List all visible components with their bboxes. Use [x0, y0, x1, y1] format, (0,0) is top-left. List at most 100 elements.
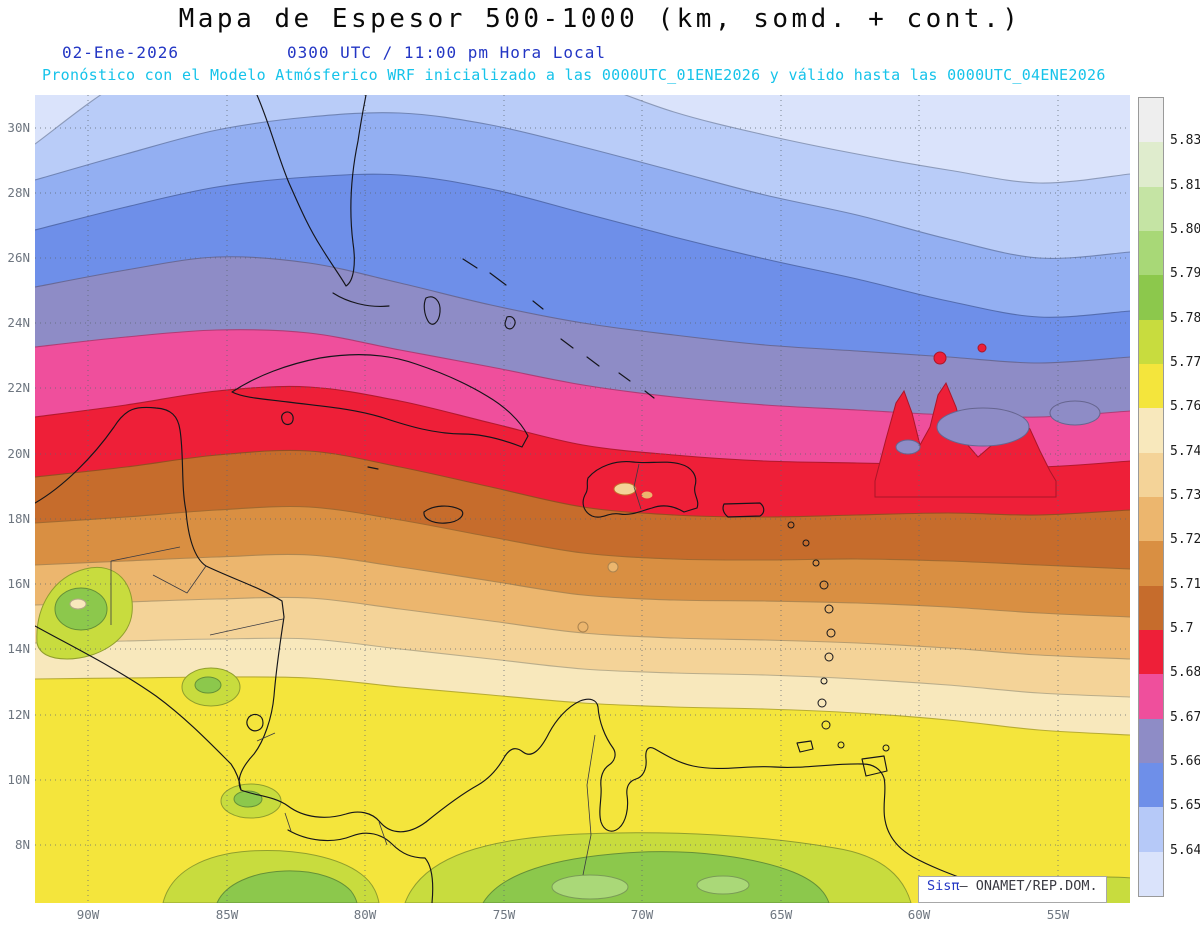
coastline — [586, 356, 600, 367]
contour-overlay — [577, 621, 589, 633]
coastline — [423, 296, 441, 325]
contour-line — [34, 449, 1131, 518]
y-tick-label: 24N — [7, 315, 30, 330]
y-tick-label: 10N — [7, 772, 30, 787]
y-tick-label: 26N — [7, 250, 30, 265]
coastline — [560, 338, 574, 349]
contour-overlay — [696, 875, 750, 895]
colorbar-swatch — [1139, 718, 1163, 763]
border-line — [256, 732, 276, 742]
x-tick-label: 90W — [76, 907, 100, 922]
contour-overlay — [194, 676, 222, 694]
colorbar-label: 5.819 — [1170, 177, 1200, 193]
contour-line — [34, 505, 1131, 570]
y-tick-label: 14N — [7, 641, 30, 656]
border-line — [582, 734, 596, 876]
border-line — [209, 618, 284, 636]
colorbar-swatch — [1139, 674, 1163, 719]
island-outline — [882, 744, 890, 752]
border-line — [152, 565, 207, 594]
y-tick-label: 20N — [7, 446, 30, 461]
contour-overlay — [69, 598, 87, 610]
contour-plot-svg — [34, 27, 1180, 914]
colorbar-label: 5.76 — [1170, 399, 1200, 415]
colorbar — [1138, 97, 1164, 897]
credit-brand: Sisπ — [927, 878, 960, 894]
coastline — [256, 94, 367, 287]
colorbar-swatch — [1139, 629, 1163, 675]
valid-date: 02-Ene-2026 — [62, 43, 179, 62]
coastline — [287, 829, 434, 904]
datetime-line: 02-Ene-2026 0300 UTC / 11:00 pm Hora Loca… — [62, 43, 606, 62]
contour-line — [34, 112, 1131, 259]
island-outline — [820, 677, 828, 685]
coastline — [462, 258, 478, 269]
credit-box: Sisπ– ONAMET/REP.DOM. — [918, 876, 1107, 903]
coastline — [582, 461, 699, 518]
island-outline — [826, 628, 836, 638]
border-line — [110, 546, 181, 562]
coastline — [532, 300, 544, 310]
colorbar-swatch — [1139, 230, 1163, 276]
y-tick-label: 12N — [7, 707, 30, 722]
coastline — [231, 354, 529, 448]
colorbar-label: 5.748 — [1170, 443, 1200, 459]
x-tick-label: 85W — [215, 907, 239, 922]
border-line — [633, 463, 642, 510]
contour-overlay — [936, 407, 1030, 447]
x-tick-label: 60W — [907, 907, 931, 922]
coastline — [423, 505, 464, 524]
contour-overlay — [1049, 400, 1101, 426]
colorbar-swatch — [1139, 142, 1163, 187]
contour-line — [34, 173, 1131, 318]
colorbar-swatch — [1139, 452, 1163, 497]
contour-overlay — [551, 874, 629, 900]
colorbar-swatch — [1139, 585, 1163, 630]
colorbar-label: 5.831 — [1170, 133, 1200, 149]
coastline — [425, 698, 1044, 904]
island-outline — [812, 559, 820, 567]
coastline — [722, 502, 765, 518]
y-tick-label: 8N — [14, 837, 30, 852]
page-title: Mapa de Espesor 500-1000 (km, somd. + co… — [178, 4, 1022, 34]
coastline — [246, 714, 264, 732]
contour-overlay — [977, 343, 987, 353]
y-tick-label: 18N — [7, 511, 30, 526]
contour-line — [34, 256, 1131, 364]
island-outline — [817, 698, 827, 708]
x-tick-label: 70W — [630, 907, 654, 922]
valid-time: 0300 UTC / 11:00 pm Hora Local — [286, 43, 606, 62]
colorbar-labels: 5.831 5.819 5.807 5.795 5.783 5.772 5.76 5.748 5… — [1170, 97, 1200, 897]
coastline — [861, 755, 888, 777]
coastline — [618, 372, 631, 382]
border-line — [284, 812, 292, 832]
contour-band — [35, 676, 1130, 903]
coastline — [489, 272, 507, 286]
island-outline — [824, 652, 834, 662]
forecast-model-line: Pronóstico con el Modelo Atmósferico WRF… — [42, 66, 1106, 84]
colorbar-label: 5.795 — [1170, 266, 1200, 282]
island-outline — [819, 580, 829, 590]
coastline — [34, 406, 427, 833]
contour-overlay — [640, 490, 654, 500]
colorbar-swatch — [1139, 98, 1163, 143]
colorbar-swatch — [1139, 363, 1163, 409]
credit-org: – ONAMET/REP.DOM. — [959, 878, 1098, 894]
colorbar-swatch — [1139, 541, 1163, 586]
colorbar-label: 5.712 — [1170, 576, 1200, 592]
x-tick-label: 55W — [1046, 907, 1070, 922]
contour-overlay — [233, 790, 263, 808]
x-tick-label: 75W — [492, 907, 516, 922]
colorbar-label: 5.772 — [1170, 354, 1200, 370]
contour-overlay — [216, 870, 358, 904]
contour-overlay — [613, 482, 637, 496]
border-line — [378, 821, 388, 846]
island-outline — [802, 539, 810, 547]
island-outline — [837, 741, 845, 749]
colorbar-swatch — [1139, 408, 1163, 453]
contour-overlay — [933, 351, 947, 365]
contour-line — [34, 596, 1131, 660]
island-outline — [787, 521, 795, 529]
x-tick-label: 65W — [769, 907, 793, 922]
